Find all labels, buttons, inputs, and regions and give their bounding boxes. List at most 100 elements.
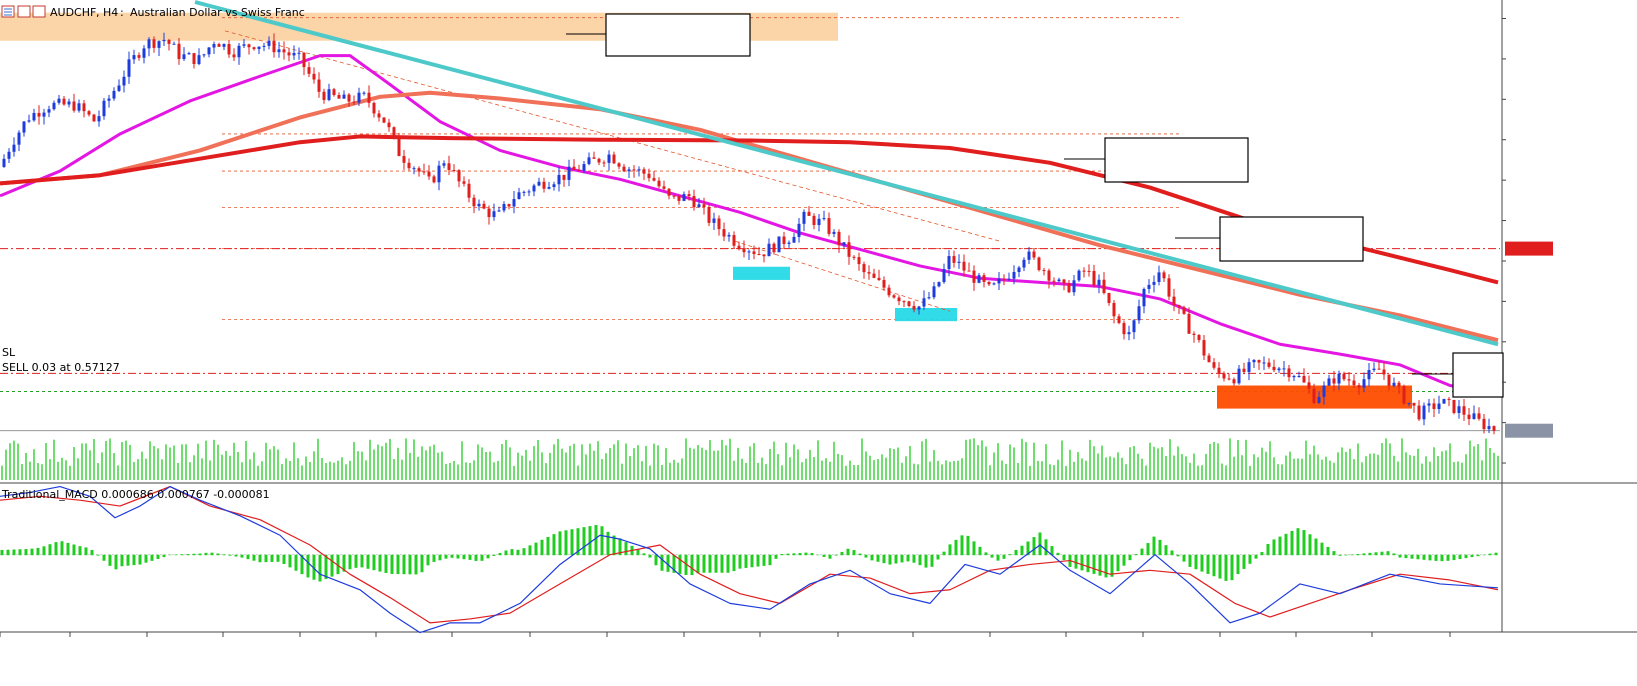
candle-body (1412, 402, 1416, 406)
candle-body (507, 204, 511, 207)
candle-body (2, 158, 6, 167)
candle-body (587, 157, 591, 165)
callout-box (1219, 216, 1364, 262)
candle-body (1022, 259, 1026, 268)
candle-body (1277, 368, 1281, 371)
candle-body (697, 204, 701, 208)
candle-body (367, 92, 371, 103)
candle-body (407, 162, 411, 169)
candle-body (317, 79, 321, 92)
candle-body (1372, 368, 1376, 371)
candle-body (862, 264, 866, 273)
candle-body (207, 47, 211, 55)
candle-body (1122, 323, 1126, 335)
candle-body (327, 89, 331, 100)
candle-body (672, 195, 676, 197)
candle-body (1252, 360, 1256, 363)
candle-body (1287, 368, 1291, 378)
candle-body (237, 45, 241, 58)
callout-box (1104, 137, 1249, 183)
candle-body (172, 43, 176, 45)
candle-body (192, 53, 196, 65)
candle-body (877, 277, 881, 280)
candle-body (942, 269, 946, 283)
candle-body (1437, 403, 1441, 409)
candle-body (472, 197, 476, 207)
candle-body (512, 199, 516, 207)
candle-body (777, 236, 781, 253)
candle-body (797, 223, 801, 237)
candle-body (847, 242, 851, 257)
candle-body (597, 158, 601, 163)
candle-body (1397, 382, 1401, 387)
chart-settings-icon[interactable] (17, 5, 31, 18)
candle-body (972, 270, 976, 283)
candle-body (1207, 355, 1211, 363)
candle-body (147, 39, 151, 49)
candle-body (882, 279, 886, 288)
candle-body (12, 144, 16, 152)
candle-body (527, 191, 531, 193)
candle-body (1312, 388, 1316, 403)
sl-label: SL (2, 346, 16, 359)
candle-body (822, 218, 826, 220)
candle-body (1042, 270, 1046, 272)
candle-body (277, 49, 281, 53)
candle-body (267, 40, 271, 46)
candle-body (257, 46, 261, 50)
candle-body (667, 188, 671, 196)
candle-body (77, 103, 81, 111)
sell-order-label: SELL 0.03 at 0.57127 (2, 361, 120, 374)
candle-body (1002, 278, 1006, 280)
candle-body (682, 194, 686, 201)
candle-body (292, 52, 296, 56)
candle-body (1427, 403, 1431, 406)
candle-body (1217, 367, 1221, 374)
candle-body (1227, 378, 1231, 380)
candle-body (352, 101, 356, 103)
channel-line (224, 30, 1001, 242)
candle-body (1187, 313, 1191, 334)
candle-body (1062, 279, 1066, 284)
candle-body (247, 44, 251, 48)
candle-body (1117, 316, 1121, 324)
candle-body (1102, 279, 1106, 293)
candle-body (632, 169, 636, 171)
candle-body (897, 297, 901, 302)
candle-body (477, 203, 481, 207)
candle-body (137, 55, 141, 58)
candle-body (747, 251, 751, 253)
candle-body (392, 127, 396, 137)
macd-line (0, 485, 1499, 634)
candle-body (17, 132, 21, 145)
candle-body (922, 298, 926, 307)
candle-body (827, 218, 831, 234)
candle-body (497, 210, 501, 212)
candle-body (997, 278, 1001, 284)
candle-body (552, 184, 556, 188)
candle-body (447, 163, 451, 170)
candle-body (592, 157, 596, 159)
candle-body (202, 54, 206, 56)
marked-level-badge (1505, 241, 1553, 256)
candle-body (692, 196, 696, 208)
macd-label: Traditional_MACD 0.000686 0.000767 -0.00… (1, 488, 270, 501)
candle-body (1172, 296, 1176, 306)
candle-body (1482, 418, 1486, 430)
candle-body (642, 169, 646, 174)
candle-body (1017, 267, 1021, 272)
chart-template-icon[interactable] (32, 5, 46, 18)
candle-body (572, 166, 576, 170)
candle-body (1302, 376, 1306, 383)
candle-body (547, 187, 551, 189)
candle-body (1357, 385, 1361, 388)
candle-body (887, 287, 891, 296)
candle-body (72, 101, 76, 111)
candle-body (687, 194, 691, 197)
candle-body (1432, 403, 1436, 409)
candle-body (402, 156, 406, 163)
candle-body (117, 85, 121, 91)
candle-body (517, 192, 521, 200)
